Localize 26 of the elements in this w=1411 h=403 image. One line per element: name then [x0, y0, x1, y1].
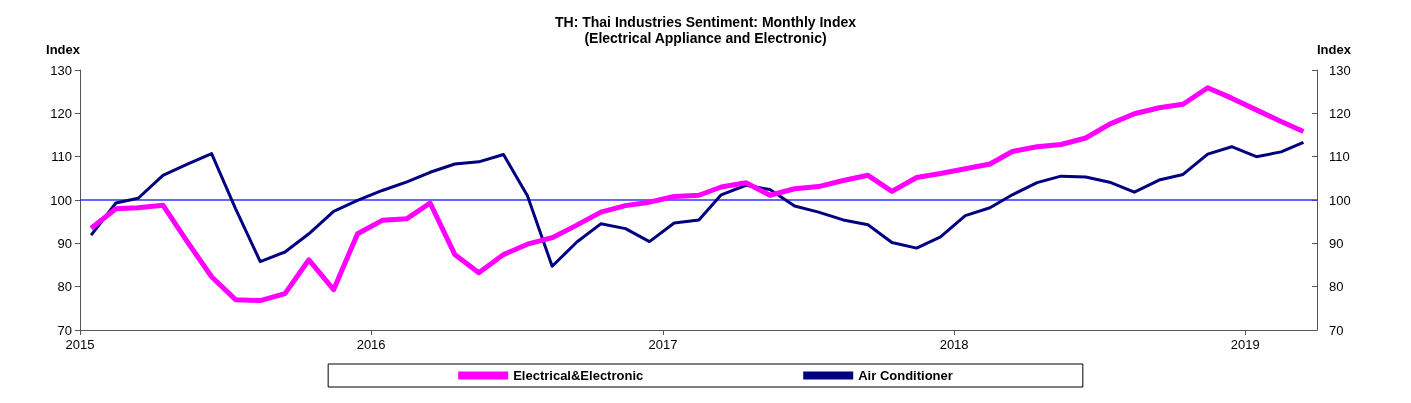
y-tick-label: 110 [51, 149, 72, 165]
y-tick-label: 70 [57, 322, 72, 338]
line-series [89, 140, 1305, 268]
y-tick-label: 80 [57, 279, 72, 295]
y2-tick-label: 110 [1329, 149, 1350, 165]
y2-axis-title: Index [1317, 42, 1352, 57]
y-axis-title: Index [46, 42, 81, 57]
y-tick-label: 90 [57, 235, 72, 251]
y2-tick-label: 130 [1329, 62, 1351, 78]
legend-label: Electrical&Electronic [513, 368, 644, 383]
y-tick-label: 130 [50, 62, 72, 78]
y2-tick-label: 70 [1329, 322, 1344, 338]
x-tick-label: 2019 [1230, 337, 1260, 352]
y2-tick-label: 90 [1329, 235, 1344, 251]
x-tick-label: 2015 [65, 337, 95, 352]
x-tick-label: 2017 [648, 337, 678, 352]
y-tick-label: 120 [50, 105, 72, 121]
chart-title: TH: Thai Industries Sentiment: Monthly Index [554, 14, 857, 30]
x-tick-label: 2018 [939, 337, 969, 352]
y2-tick-label: 80 [1329, 279, 1344, 295]
y2-tick-label: 100 [1329, 192, 1351, 208]
y2-tick-label: 120 [1329, 105, 1351, 121]
x-tick-label: 2016 [356, 337, 386, 352]
chart-subtitle: (Electrical Appliance and Electronic) [584, 30, 827, 46]
y-tick-label: 100 [50, 192, 72, 208]
legend-label: Air Conditioner [858, 368, 953, 383]
